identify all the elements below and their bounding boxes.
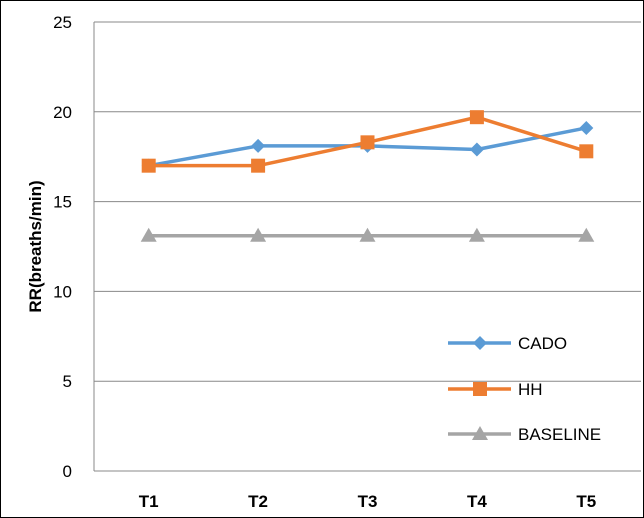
legend: CADO HH BASELINE [448, 334, 601, 444]
series-hh [141, 110, 594, 173]
data-point-cado [469, 142, 484, 157]
y-tick-label: 15 [53, 193, 72, 212]
legend-label: CADO [518, 334, 567, 353]
x-tick-label: T2 [248, 492, 268, 511]
data-point-baseline [140, 227, 157, 242]
series-baseline [140, 227, 595, 242]
x-tick-label: T1 [139, 492, 159, 511]
data-point-baseline [359, 227, 376, 242]
data-point-hh [251, 158, 266, 173]
x-tick-labels: T1 T2 T3 T4 T5 [139, 492, 596, 511]
data-point-cado [251, 138, 266, 153]
gridlines [94, 21, 641, 382]
axes [93, 22, 641, 472]
y-tick-labels: 0 5 10 15 20 25 [53, 13, 72, 481]
data-point-hh [360, 135, 375, 150]
series [140, 110, 595, 242]
legend-item-cado: CADO [448, 334, 567, 353]
data-point-hh [141, 158, 156, 173]
y-tick-label: 5 [63, 372, 72, 391]
x-tick-label: T4 [467, 492, 487, 511]
y-tick-label: 0 [63, 462, 72, 481]
data-point-cado [579, 120, 594, 135]
data-point-hh [579, 144, 594, 159]
data-point-baseline [250, 227, 267, 242]
legend-marker [473, 382, 487, 396]
y-tick-label: 10 [53, 282, 72, 301]
data-point-hh [469, 110, 484, 125]
x-tick-label: T5 [576, 492, 596, 511]
y-tick-label: 20 [53, 103, 72, 122]
legend-label: BASELINE [518, 425, 601, 444]
data-point-baseline [578, 227, 595, 242]
x-tick-label: T3 [358, 492, 378, 511]
y-axis-title: RR(breaths/min) [26, 180, 45, 312]
y-tick-label: 25 [53, 13, 72, 32]
legend-item-baseline: BASELINE [448, 425, 601, 444]
legend-label: HH [518, 380, 543, 399]
data-point-baseline [468, 227, 485, 242]
legend-marker [472, 426, 488, 440]
legend-marker [473, 336, 487, 350]
legend-item-hh: HH [448, 380, 543, 399]
